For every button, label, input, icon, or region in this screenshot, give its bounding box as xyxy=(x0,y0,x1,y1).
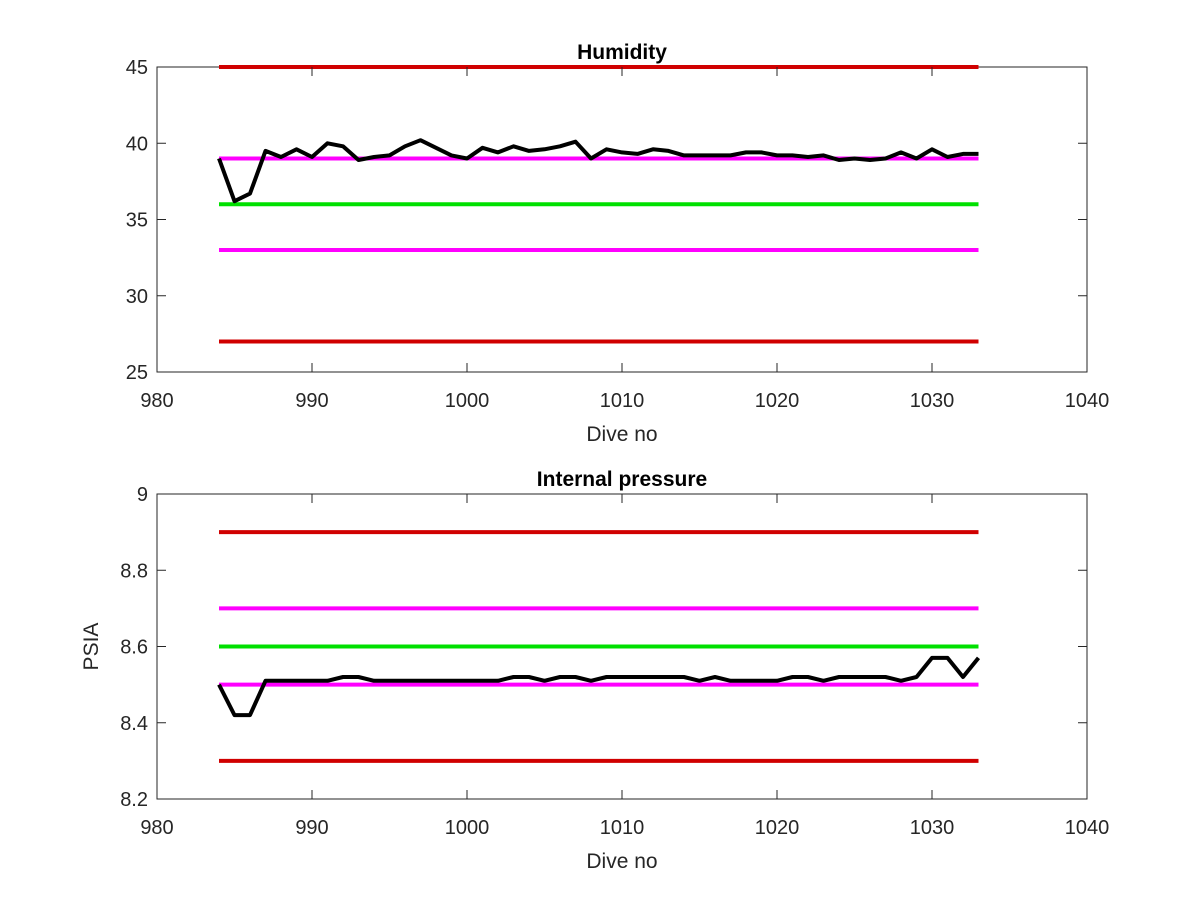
internal-pressure-y-tick-label: 8.6 xyxy=(120,637,148,659)
internal-pressure-x-axis-label: Dive no xyxy=(586,850,657,873)
humidity-x-tick-label: 980 xyxy=(140,390,173,412)
internal-pressure-x-tick-label: 980 xyxy=(140,817,173,839)
internal-pressure-x-tick-label: 1030 xyxy=(910,817,955,839)
humidity-x-tick-label: 1030 xyxy=(910,390,955,412)
humidity-data-series-line xyxy=(217,138,979,204)
humidity-y-tick-label: 25 xyxy=(126,362,148,384)
internal-pressure-title: Internal pressure xyxy=(537,468,707,491)
humidity-y-tick-label: 40 xyxy=(126,133,148,155)
internal-pressure-y-tick-label: 8.2 xyxy=(120,789,148,811)
humidity-x-axis-label: Dive no xyxy=(586,423,657,446)
internal-pressure-y-tick-label: 9 xyxy=(137,484,148,506)
internal-pressure-y-axis-label: PSIA xyxy=(80,623,103,671)
humidity-x-tick-label: 1010 xyxy=(600,390,645,412)
humidity-x-tick-label: 1000 xyxy=(445,390,490,412)
humidity-axes-frame xyxy=(156,66,1088,373)
humidity-panel: 980 990 1000 1010 1020 1030 1040 25 30 35 40 45 Humi… xyxy=(126,41,1110,446)
internal-pressure-x-tick-label: 990 xyxy=(295,817,328,839)
humidity-y-tick-label: 45 xyxy=(126,57,148,79)
humidity-y-tick-label: 35 xyxy=(126,210,148,232)
internal-pressure-x-tick-label: 1040 xyxy=(1065,817,1110,839)
internal-pressure-panel: 980 990 1000 1010 1020 1030 1040 8.2 8.4 8.6 8.8 9 I… xyxy=(80,468,1109,873)
humidity-title: Humidity xyxy=(577,41,667,64)
humidity-x-tick-label: 1040 xyxy=(1065,390,1110,412)
internal-pressure-y-tick-label: 8.8 xyxy=(120,560,148,582)
internal-pressure-data-series-line xyxy=(217,655,981,718)
internal-pressure-x-tick-label: 1020 xyxy=(755,817,800,839)
humidity-y-tick-label: 30 xyxy=(126,286,148,308)
humidity-x-tick-label: 1020 xyxy=(755,390,800,412)
internal-pressure-x-tick-label: 1000 xyxy=(445,817,490,839)
internal-pressure-y-tick-label: 8.4 xyxy=(120,713,148,735)
humidity-x-tick-label: 990 xyxy=(295,390,328,412)
internal-pressure-x-tick-label: 1010 xyxy=(600,817,645,839)
